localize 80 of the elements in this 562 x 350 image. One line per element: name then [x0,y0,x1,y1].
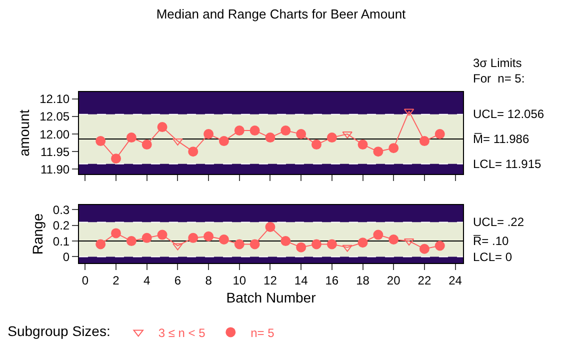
y-tick-label: 0 [62,250,70,264]
point [373,146,384,157]
x-tick-label: 2 [112,273,120,288]
y-tick-label: 12.05 [40,110,70,124]
point [358,140,368,150]
point [142,140,152,150]
point [204,231,214,242]
x-tick-label: 0 [82,273,89,288]
point [111,154,122,164]
x-tick-label: 22 [418,273,432,288]
ref-line-label: UCL= 12.056 [473,107,544,121]
point [434,240,445,251]
y-tick-label: 11.95 [40,144,70,159]
legend-title: Subgroup Sizes: [8,322,110,339]
x-tick-label: 12 [264,273,278,288]
point [188,232,198,243]
x-tick-label: 16 [325,273,339,288]
x-tick-label: 6 [174,273,182,288]
point [250,239,260,250]
y-tick-label: 0.3 [52,202,70,217]
y-tick-label: 0.2 [52,218,70,233]
point [250,126,260,136]
point [296,242,306,252]
point [218,234,229,244]
point [157,122,168,132]
point [142,232,152,243]
x-tick-label: 4 [144,273,151,288]
x-tick-label: 18 [356,273,370,288]
point [126,132,136,143]
point [358,238,368,248]
x-tick-label: 24 [448,273,462,288]
ref-line-label: LCL= 11.915 [473,157,542,171]
ref-line-label: M̅= 11.986 [473,132,530,146]
point [280,236,291,246]
point [265,222,276,232]
point [280,126,291,136]
point [111,228,122,238]
legend-label: 3 ≤ n < 5 [158,326,206,340]
point [96,239,106,250]
point [342,132,352,139]
point [419,244,430,254]
point [342,244,352,252]
chart-title: Median and Range Charts for Beer Amount [156,6,406,22]
point [157,230,168,240]
x-tick-label: 20 [386,273,401,288]
x-tick-label: 8 [205,273,212,288]
point [96,136,106,146]
legend-label: n= 5 [250,326,275,340]
point [311,140,322,150]
text: 3σ Limits For n= 5: [473,56,525,86]
point [326,132,337,143]
ref-line-label: R̅= .10 [473,234,510,248]
y-tick-label: 12.00 [40,127,70,142]
point [326,239,337,250]
point [234,239,244,250]
point [188,146,198,157]
point [218,136,229,146]
point [311,239,322,250]
y-tick-label: 12.10 [40,92,70,106]
point [373,230,384,240]
x-tick-label: 14 [294,273,308,288]
point [172,243,183,250]
ref-line-label: LCL= 0 [473,250,512,264]
point [296,129,306,140]
x-tick-label: 10 [232,273,246,288]
x-axis-title: Batch Number [226,290,316,306]
point [204,129,214,140]
point [234,126,244,136]
y-tick-label: 11.90 [40,162,70,176]
point [434,129,445,140]
ref-line-label: UCL= .22 [473,215,524,229]
point [388,234,399,244]
y-tick-label: 0.1 [52,234,70,248]
y-axis-title: amount [16,110,32,156]
point [126,236,136,246]
point [172,138,183,146]
point [419,136,430,146]
y-axis-title: Range [30,213,46,255]
point [388,143,399,154]
point [265,132,276,143]
